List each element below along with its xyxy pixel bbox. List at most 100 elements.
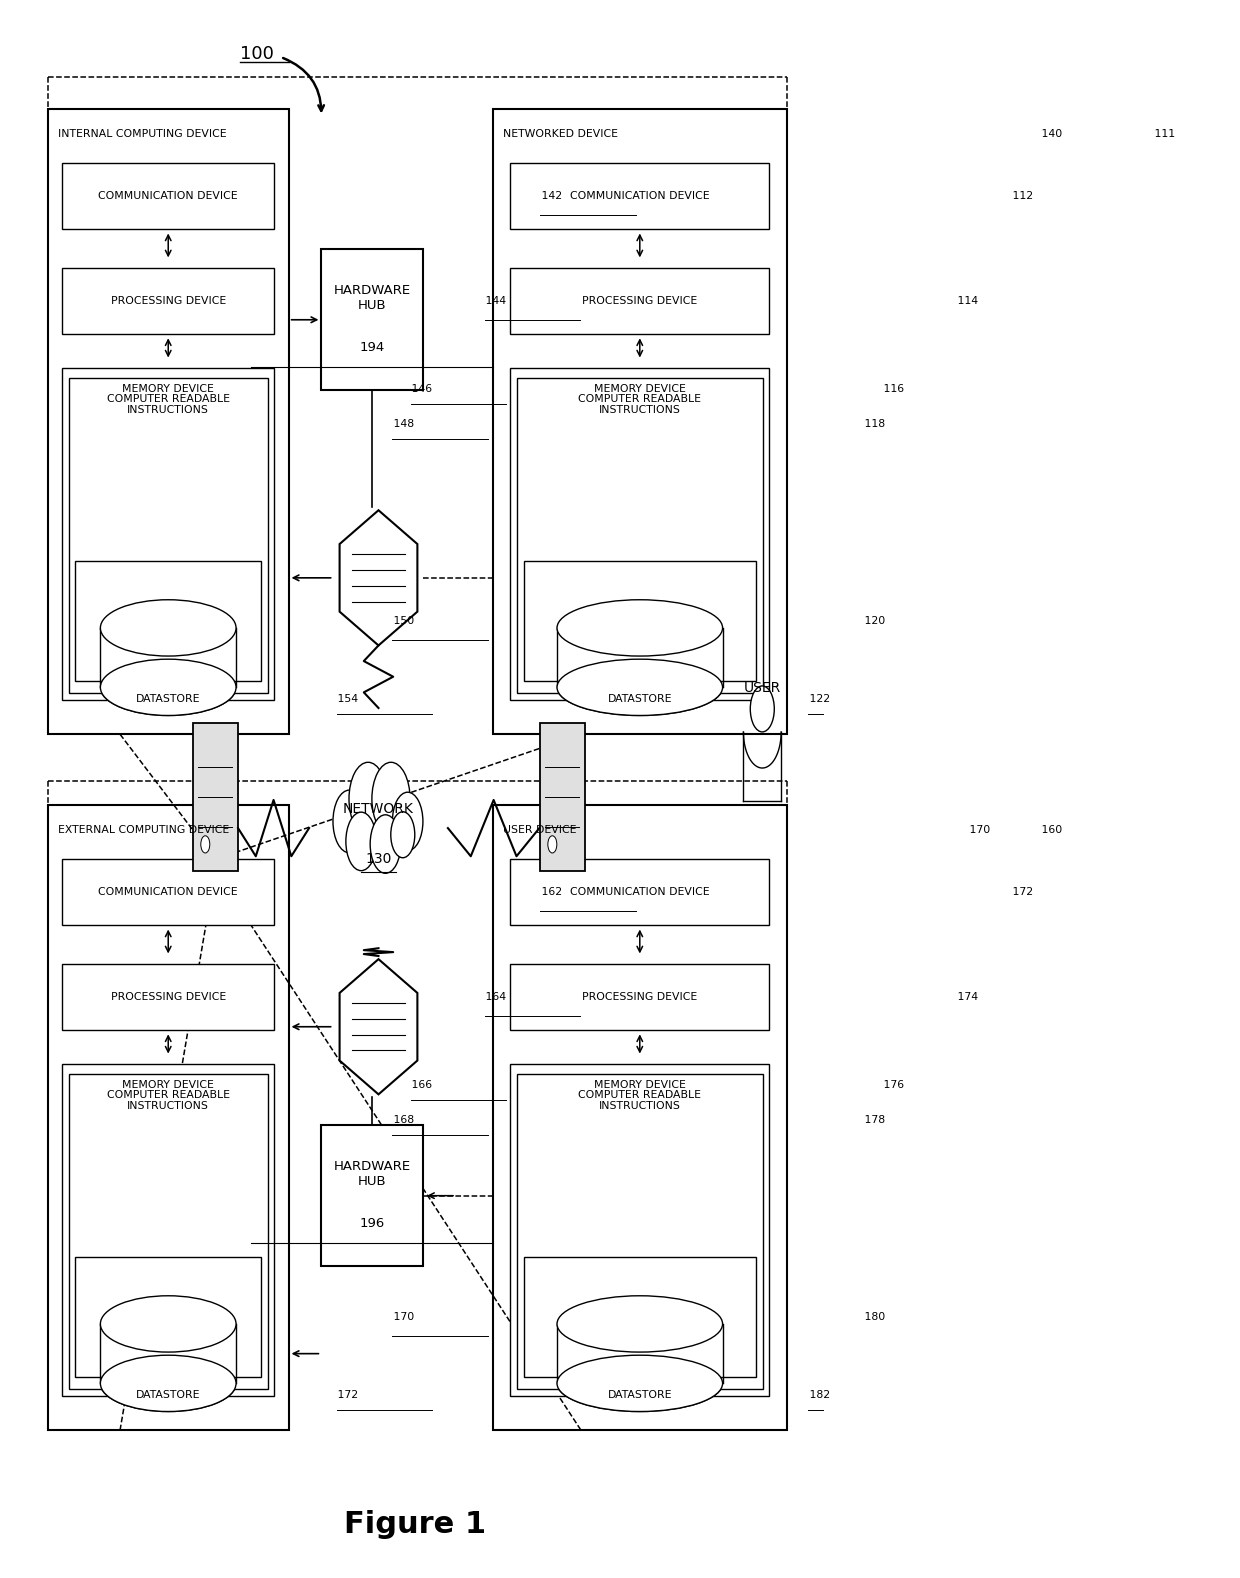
Text: COMPUTER READABLE
INSTRUCTIONS: COMPUTER READABLE INSTRUCTIONS bbox=[107, 1090, 229, 1111]
Text: 111: 111 bbox=[1151, 129, 1176, 139]
Text: HARDWARE
HUB: HARDWARE HUB bbox=[334, 1160, 410, 1188]
Circle shape bbox=[346, 813, 377, 871]
Text: APPLICATIONS: APPLICATIONS bbox=[129, 615, 207, 626]
Text: 130: 130 bbox=[366, 852, 392, 866]
Polygon shape bbox=[557, 1324, 723, 1384]
Text: APPLICATIONS: APPLICATIONS bbox=[601, 615, 678, 626]
Ellipse shape bbox=[100, 1356, 236, 1411]
Circle shape bbox=[750, 686, 774, 732]
Text: 142: 142 bbox=[538, 191, 562, 202]
Bar bbox=[511, 964, 769, 1030]
Text: 180: 180 bbox=[862, 1311, 885, 1322]
Text: 164: 164 bbox=[482, 993, 506, 1002]
Ellipse shape bbox=[100, 1356, 236, 1411]
Text: 174: 174 bbox=[954, 993, 978, 1002]
Ellipse shape bbox=[557, 660, 723, 715]
Circle shape bbox=[372, 762, 410, 835]
Text: 172: 172 bbox=[335, 1390, 358, 1400]
Text: NETWORK: NETWORK bbox=[343, 802, 414, 816]
Text: PROCESSING DEVICE: PROCESSING DEVICE bbox=[110, 993, 226, 1002]
Text: USER DEVICE: USER DEVICE bbox=[502, 825, 577, 835]
Text: EXTERNAL COMPUTING DEVICE: EXTERNAL COMPUTING DEVICE bbox=[57, 825, 229, 835]
Text: COMPUTER READABLE
INSTRUCTIONS: COMPUTER READABLE INSTRUCTIONS bbox=[578, 394, 702, 415]
Ellipse shape bbox=[557, 600, 723, 656]
Text: COMMUNICATION DEVICE: COMMUNICATION DEVICE bbox=[570, 191, 709, 202]
Text: 170: 170 bbox=[389, 1311, 414, 1322]
Text: 160: 160 bbox=[1038, 825, 1063, 835]
Text: 154: 154 bbox=[335, 694, 358, 704]
Text: 166: 166 bbox=[408, 1079, 433, 1090]
Bar bbox=[511, 268, 769, 335]
Bar bbox=[68, 1075, 268, 1389]
Bar bbox=[76, 1258, 262, 1376]
Text: 178: 178 bbox=[862, 1116, 885, 1125]
Circle shape bbox=[391, 811, 415, 858]
Bar bbox=[511, 1064, 769, 1397]
Text: HARDWARE
HUB: HARDWARE HUB bbox=[334, 284, 410, 312]
Bar bbox=[539, 723, 585, 871]
Bar bbox=[48, 805, 289, 1430]
Bar bbox=[321, 1125, 423, 1266]
Text: COMMUNICATION DEVICE: COMMUNICATION DEVICE bbox=[98, 887, 238, 898]
Ellipse shape bbox=[557, 1356, 723, 1411]
Bar bbox=[192, 723, 238, 871]
Text: PROCESSING DEVICE: PROCESSING DEVICE bbox=[582, 297, 697, 306]
Text: 120: 120 bbox=[862, 615, 885, 626]
Text: 150: 150 bbox=[389, 615, 414, 626]
Text: 100: 100 bbox=[239, 44, 274, 63]
Circle shape bbox=[201, 836, 210, 854]
Circle shape bbox=[548, 836, 557, 854]
Text: 176: 176 bbox=[880, 1079, 904, 1090]
Bar bbox=[523, 1258, 756, 1376]
Bar bbox=[517, 379, 763, 693]
Ellipse shape bbox=[557, 600, 723, 656]
Ellipse shape bbox=[557, 1296, 723, 1352]
Text: MEMORY DEVICE: MEMORY DEVICE bbox=[123, 1079, 215, 1090]
Bar bbox=[511, 860, 769, 925]
Polygon shape bbox=[340, 959, 418, 1095]
Text: 116: 116 bbox=[880, 383, 904, 394]
Bar bbox=[492, 805, 787, 1430]
Circle shape bbox=[371, 814, 401, 873]
Text: 182: 182 bbox=[806, 1390, 830, 1400]
Text: 144: 144 bbox=[482, 297, 506, 306]
Text: 146: 146 bbox=[408, 383, 433, 394]
Bar bbox=[62, 368, 274, 701]
Circle shape bbox=[334, 791, 366, 852]
Text: DATASTORE: DATASTORE bbox=[136, 1390, 201, 1400]
Bar bbox=[62, 1064, 274, 1397]
Bar bbox=[321, 249, 423, 390]
Circle shape bbox=[392, 792, 423, 851]
Text: APPLICATIONS: APPLICATIONS bbox=[129, 1311, 207, 1322]
Text: USER: USER bbox=[744, 682, 781, 696]
Text: COMMUNICATION DEVICE: COMMUNICATION DEVICE bbox=[570, 887, 709, 898]
Text: 122: 122 bbox=[806, 694, 830, 704]
Bar bbox=[76, 562, 262, 680]
Text: COMPUTER READABLE
INSTRUCTIONS: COMPUTER READABLE INSTRUCTIONS bbox=[107, 394, 229, 415]
Polygon shape bbox=[100, 628, 236, 688]
Bar bbox=[68, 379, 268, 693]
Bar bbox=[517, 1075, 763, 1389]
Circle shape bbox=[348, 762, 387, 835]
Ellipse shape bbox=[557, 1296, 723, 1352]
Text: 114: 114 bbox=[954, 297, 978, 306]
Ellipse shape bbox=[100, 660, 236, 715]
Bar bbox=[511, 368, 769, 701]
Ellipse shape bbox=[557, 660, 723, 715]
Text: PROCESSING DEVICE: PROCESSING DEVICE bbox=[582, 993, 697, 1002]
Ellipse shape bbox=[100, 1296, 236, 1352]
Text: 172: 172 bbox=[1009, 887, 1033, 898]
Bar bbox=[492, 109, 787, 734]
Bar bbox=[62, 964, 274, 1030]
Ellipse shape bbox=[100, 660, 236, 715]
Text: COMMUNICATION DEVICE: COMMUNICATION DEVICE bbox=[98, 191, 238, 202]
Text: Figure 1: Figure 1 bbox=[345, 1510, 486, 1539]
Bar bbox=[523, 562, 756, 680]
Bar bbox=[511, 164, 769, 229]
Bar bbox=[62, 164, 274, 229]
Bar bbox=[48, 109, 289, 734]
Polygon shape bbox=[557, 628, 723, 688]
Ellipse shape bbox=[100, 600, 236, 656]
Text: COMPUTER READABLE
INSTRUCTIONS: COMPUTER READABLE INSTRUCTIONS bbox=[578, 1090, 702, 1111]
Text: DATASTORE: DATASTORE bbox=[136, 694, 201, 704]
